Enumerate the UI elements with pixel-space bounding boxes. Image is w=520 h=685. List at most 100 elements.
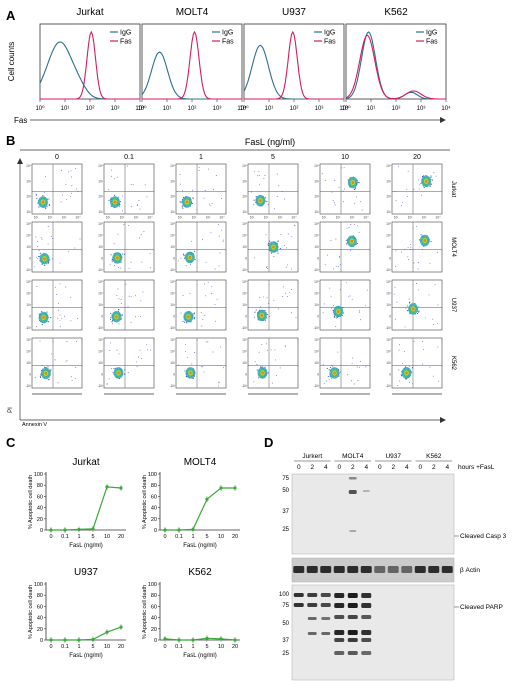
panel-b-event-dot (59, 325, 61, 327)
panel-c-ytick-label: 100 (34, 472, 43, 478)
panel-d-band (320, 566, 332, 573)
panel-a-tick-label: 10³ (315, 106, 324, 112)
panel-b-event-dot (338, 186, 340, 188)
panel-b-event-dot (205, 261, 207, 263)
panel-b-density-core (43, 257, 46, 261)
panel-b-event-dot (125, 283, 127, 285)
panel-b-event-dot (118, 353, 120, 355)
panel-b-event-dot (266, 296, 268, 298)
panel-b-event-dot (140, 300, 142, 302)
panel-b-event-dot (405, 307, 407, 309)
panel-c-title-jurkat: Jurkat (72, 457, 99, 468)
panel-c-point (163, 637, 167, 641)
panel-b-event-dot (285, 292, 287, 294)
panel-b-ytick: 0 (317, 373, 319, 377)
panel-b-density-core (188, 255, 192, 259)
panel-b-event-dot (192, 189, 193, 191)
panel-c-ytick-label: 0 (40, 638, 43, 644)
panel-d-timepoint: 4 (364, 464, 368, 471)
panel-b-event-dot (47, 243, 49, 245)
panel-b-event-dot (273, 208, 275, 210)
panel-b-event-dot (327, 376, 329, 378)
panel-label-d: D (264, 435, 273, 450)
panel-b-event-dot (70, 376, 72, 378)
panel-b-event-dot (418, 239, 421, 241)
panel-b-event-dot (340, 264, 342, 266)
panel-b-density-core (116, 256, 119, 260)
panel-b-event-dot (66, 359, 68, 361)
panel-b-event-dot (268, 240, 270, 242)
panel-b-event-dot (336, 316, 338, 319)
panel-b-event-dot (50, 369, 52, 371)
panel-b-event-dot (190, 263, 192, 265)
panel-b-event-dot (287, 233, 289, 235)
panel-b-dose-1: 0.1 (124, 154, 134, 161)
panel-b-event-dot (342, 190, 344, 192)
panel-b-event-dot (182, 190, 183, 192)
panel-b-ytick: 10² (386, 195, 391, 199)
panel-b-event-dot (124, 369, 126, 371)
panel-b-event-dot (253, 381, 255, 383)
panel-b-event-dot (267, 203, 269, 205)
panel-b-ylabel: PI (8, 407, 14, 413)
panel-c-ylabel: % Apoptotic cell death (28, 585, 34, 639)
panel-b-event-dot (193, 313, 195, 315)
panel-b-event-dot (394, 318, 396, 320)
panel-b-event-dot (270, 252, 272, 254)
panel-b-event-dot (395, 200, 397, 202)
panel-b-event-dot (116, 349, 118, 351)
panel-b-plot-frame (247, 337, 299, 389)
panel-c-point (233, 486, 237, 490)
panel-c-xtick-label: 1 (191, 644, 194, 650)
panel-c-point (105, 630, 109, 634)
panel-b-row-label-u937: U937 (450, 298, 456, 313)
panel-b-event-dot (254, 311, 256, 313)
panel-b-event-dot (402, 202, 403, 204)
panel-b-xtick: 10² (336, 216, 341, 220)
panel-b-density-core (272, 245, 275, 249)
panel-b-event-dot (416, 283, 417, 284)
panel-b-ytick: 10³ (314, 245, 319, 249)
panel-b-event-dot (329, 367, 331, 369)
panel-a-hist-fas (345, 34, 446, 100)
panel-c-point (205, 497, 209, 501)
panel-b-event-dot (200, 312, 202, 314)
panel-b-ytick: -10³ (169, 326, 175, 330)
panel-c-xtick-label: 20 (232, 644, 238, 650)
panel-b-event-dot (205, 341, 207, 343)
panel-b-density-core (189, 371, 192, 375)
panel-b-event-dot (342, 307, 344, 309)
panel-d-timepoint: 2 (351, 464, 355, 471)
panel-b-ytick: -10³ (97, 326, 103, 330)
panel-d-band (334, 638, 345, 642)
panel-b-event-dot (322, 312, 324, 314)
panel-b-event-dot (183, 253, 185, 255)
panel-b-event-dot (357, 380, 359, 381)
panel-b-event-dot (106, 383, 108, 385)
panel-b-event-dot (181, 206, 183, 208)
panel-b-event-dot (46, 206, 48, 208)
panel-b-ytick: 10⁵ (242, 338, 248, 342)
panel-d-blot-parp (291, 584, 455, 681)
panel-c-xlabel: FasL (ng/ml) (69, 653, 102, 659)
panel-d-band (347, 566, 359, 573)
panel-b-event-dot (266, 317, 268, 319)
panel-c-point (233, 638, 237, 642)
panel-b-event-dot (330, 377, 332, 379)
panel-b-event-dot (135, 294, 137, 296)
panel-d-band (361, 638, 372, 642)
panel-b-event-dot (406, 188, 408, 190)
panel-b-density-core (259, 199, 262, 203)
panel-b-event-dot (211, 203, 213, 205)
panel-b-event-dot (202, 366, 204, 368)
panel-c-ytick-label: 80 (151, 483, 157, 489)
panel-b-event-dot (276, 173, 278, 175)
panel-b-event-dot (438, 380, 440, 382)
panel-c-xtick-label: 0.1 (61, 534, 69, 540)
panel-b-event-dot (61, 170, 62, 172)
panel-c-ytick-label: 40 (37, 616, 43, 622)
panel-b-event-dot (345, 239, 347, 241)
panel-b-event-dot (350, 224, 352, 225)
panel-b-ytick: -10³ (241, 326, 247, 330)
panel-b-event-dot (277, 308, 279, 310)
